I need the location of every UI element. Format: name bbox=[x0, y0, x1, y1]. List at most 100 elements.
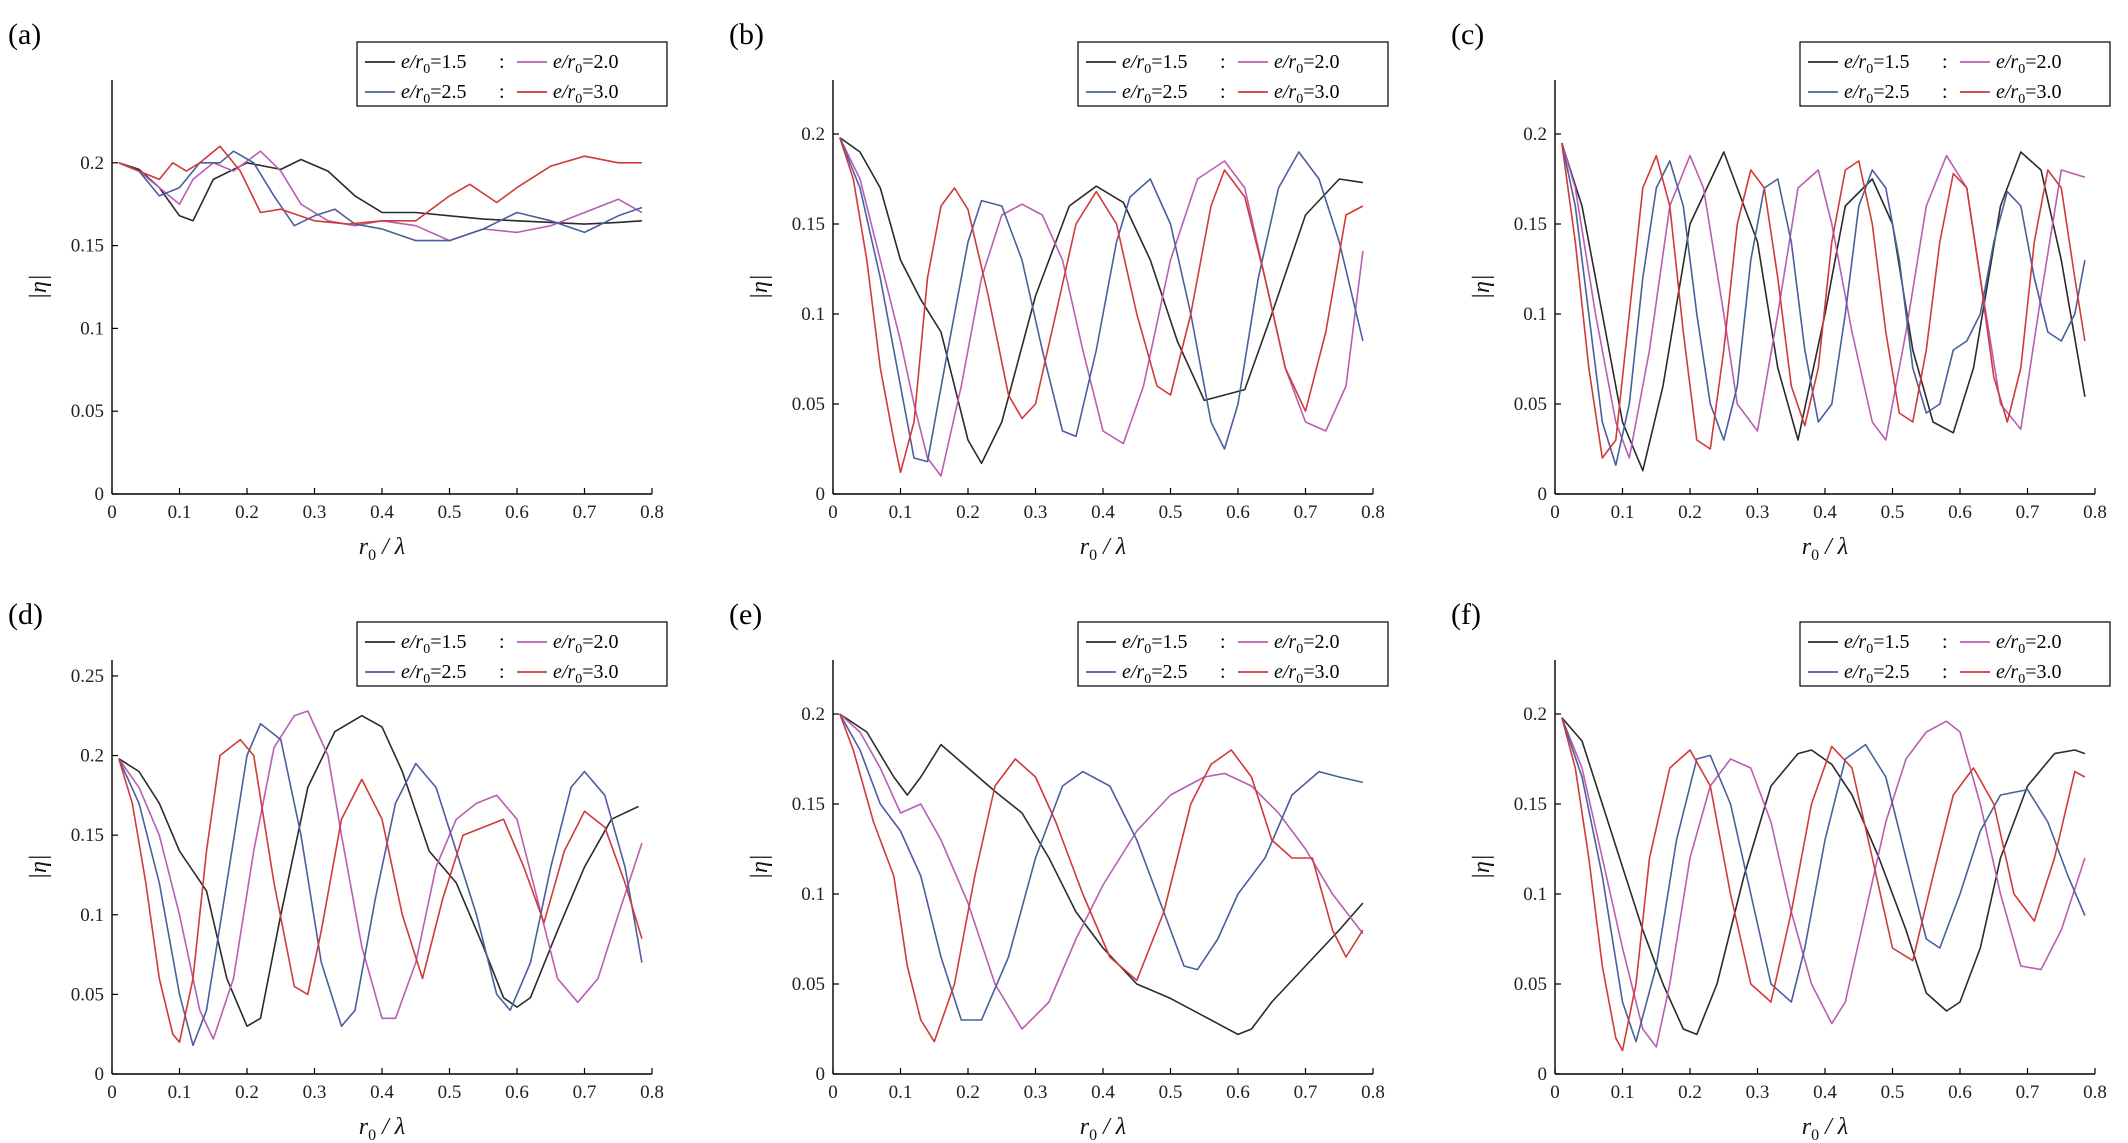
y-axis-label: |η| bbox=[26, 854, 52, 879]
x-tick-label: 0.7 bbox=[573, 502, 597, 523]
legend-box bbox=[356, 621, 668, 687]
legend-entry-e30: e/r0=3.0 bbox=[1274, 81, 1340, 107]
y-tick-label: 0.05 bbox=[71, 984, 104, 1005]
y-tick-label: 0.05 bbox=[71, 401, 104, 422]
x-tick-label: 0.4 bbox=[1813, 1082, 1837, 1103]
y-axis-label: |η| bbox=[747, 274, 773, 299]
y-tick-label: 0.1 bbox=[80, 318, 104, 339]
series-line-e20 bbox=[839, 713, 1364, 1030]
legend-entry-e20: e/r0=2.0 bbox=[1274, 51, 1340, 77]
x-tick-label: 0.2 bbox=[956, 1082, 980, 1103]
y-tick-label: 0.05 bbox=[1514, 394, 1547, 415]
y-tick-label: 0.15 bbox=[1514, 794, 1547, 815]
legend-separator: : bbox=[1220, 631, 1226, 653]
legend-entry-e20: e/r0=2.0 bbox=[1274, 631, 1340, 657]
legend-entry-e25: e/r0=2.5 bbox=[1844, 81, 1910, 107]
legend-entry-e15: e/r0=1.5 bbox=[401, 631, 467, 657]
x-tick-label: 0.3 bbox=[303, 1082, 327, 1103]
legend-separator: : bbox=[499, 661, 505, 683]
x-axis-label: r0 / λ bbox=[359, 534, 405, 564]
y-tick-label: 0.15 bbox=[71, 236, 104, 257]
legend-entry-e15: e/r0=1.5 bbox=[401, 51, 467, 77]
chart-panel-b: (b) 0 0.1 0.2 0.3 0.4 0.5 0.6 0.7 0.8 0 0.05 0.1 0.15… bbox=[729, 18, 1389, 564]
legend-entry-e25: e/r0=2.5 bbox=[401, 661, 467, 687]
legend-entry-e30: e/r0=3.0 bbox=[553, 81, 619, 107]
x-tick-label: 0.6 bbox=[1226, 502, 1250, 523]
x-tick-label: 0 bbox=[107, 1082, 117, 1103]
legend-separator: : bbox=[1220, 51, 1226, 73]
y-tick-label: 0.1 bbox=[1523, 884, 1547, 905]
x-axis-label: r0 / λ bbox=[1802, 1114, 1848, 1143]
x-tick-label: 0.6 bbox=[505, 1082, 529, 1103]
x-tick-label: 0.8 bbox=[2083, 1082, 2107, 1103]
legend-separator: : bbox=[499, 81, 505, 103]
legend-entry-e15: e/r0=1.5 bbox=[1122, 51, 1188, 77]
y-tick-label: 0.2 bbox=[1523, 704, 1547, 725]
y-tick-label: 0.2 bbox=[80, 153, 104, 174]
y-tick-label: 0 bbox=[95, 484, 105, 505]
x-tick-label: 0.8 bbox=[640, 1082, 664, 1103]
x-tick-label: 0.7 bbox=[2016, 502, 2040, 523]
legend-separator: : bbox=[1942, 631, 1948, 653]
legend-separator: : bbox=[499, 631, 505, 653]
x-tick-label: 0.1 bbox=[168, 502, 192, 523]
panel-label: (e) bbox=[729, 598, 762, 631]
y-tick-label: 0.15 bbox=[1514, 214, 1547, 235]
y-axis-label: |η| bbox=[1469, 854, 1495, 879]
chart-panel-a: (a) 0 0.1 0.2 0.3 0.4 0.5 0.6 0.7 0.8 0 0.05 0.1 0.15… bbox=[8, 18, 668, 564]
x-axis-label: r0 / λ bbox=[1080, 1114, 1126, 1143]
legend-entry-e30: e/r0=3.0 bbox=[1996, 81, 2062, 107]
legend-entry-e25: e/r0=2.5 bbox=[1122, 661, 1188, 687]
legend-separator: : bbox=[1942, 51, 1948, 73]
panel-label: (b) bbox=[729, 18, 764, 51]
x-tick-label: 0 bbox=[1550, 502, 1560, 523]
x-tick-label: 0.7 bbox=[2016, 1082, 2040, 1103]
legend-entry-e20: e/r0=2.0 bbox=[1996, 631, 2062, 657]
x-axis-label: r0 / λ bbox=[359, 1114, 405, 1143]
y-tick-label: 0.1 bbox=[801, 884, 825, 905]
x-tick-label: 0.3 bbox=[1024, 502, 1048, 523]
x-tick-label: 0.6 bbox=[505, 502, 529, 523]
x-tick-label: 0.8 bbox=[1361, 1082, 1385, 1103]
x-tick-label: 0.3 bbox=[1746, 502, 1770, 523]
series-line-e20 bbox=[1561, 717, 2086, 1048]
y-tick-label: 0.2 bbox=[1523, 124, 1547, 145]
x-tick-label: 0 bbox=[828, 1082, 838, 1103]
legend-entry-e15: e/r0=1.5 bbox=[1122, 631, 1188, 657]
x-tick-label: 0.5 bbox=[1159, 1082, 1183, 1103]
y-tick-label: 0.2 bbox=[801, 704, 825, 725]
x-tick-label: 0.1 bbox=[1611, 502, 1635, 523]
y-tick-label: 0.1 bbox=[801, 304, 825, 325]
x-tick-label: 0.4 bbox=[370, 1082, 394, 1103]
y-tick-label: 0 bbox=[95, 1064, 105, 1085]
panel-label: (c) bbox=[1451, 18, 1484, 51]
legend-separator: : bbox=[1220, 661, 1226, 683]
chart-panel-d: (d) 0 0.1 0.2 0.3 0.4 0.5 0.6 0.7 0.8 0 0.05 0.1 0.15… bbox=[8, 598, 668, 1143]
x-tick-label: 0.3 bbox=[1746, 1082, 1770, 1103]
y-tick-label: 0.1 bbox=[1523, 304, 1547, 325]
series-line-e25 bbox=[839, 713, 1364, 1021]
x-tick-label: 0.6 bbox=[1948, 502, 1972, 523]
y-tick-label: 0.15 bbox=[792, 794, 825, 815]
y-tick-label: 0.05 bbox=[792, 974, 825, 995]
legend-separator: : bbox=[1220, 81, 1226, 103]
x-tick-label: 0.2 bbox=[235, 502, 259, 523]
series-line-e25 bbox=[118, 150, 643, 242]
x-tick-label: 0.7 bbox=[1294, 502, 1318, 523]
y-tick-label: 0 bbox=[816, 484, 826, 505]
legend-box bbox=[356, 41, 668, 107]
x-tick-label: 0.3 bbox=[303, 502, 327, 523]
x-tick-label: 0.5 bbox=[438, 1082, 462, 1103]
series-line-e15 bbox=[118, 158, 642, 225]
x-tick-label: 0.8 bbox=[2083, 502, 2107, 523]
y-tick-label: 0.05 bbox=[1514, 974, 1547, 995]
series-line-e30 bbox=[1561, 142, 2086, 459]
series-line-e25 bbox=[1561, 717, 2086, 1043]
chart-panel-c: (c) 0 0.1 0.2 0.3 0.4 0.5 0.6 0.7 0.8 0 0.05 0.1 0.15… bbox=[1451, 18, 2111, 564]
legend-entry-e25: e/r0=2.5 bbox=[401, 81, 467, 107]
x-tick-label: 0.7 bbox=[573, 1082, 597, 1103]
y-tick-label: 0.25 bbox=[71, 666, 104, 687]
series-line-e20 bbox=[118, 150, 643, 242]
x-tick-label: 0.8 bbox=[1361, 502, 1385, 523]
